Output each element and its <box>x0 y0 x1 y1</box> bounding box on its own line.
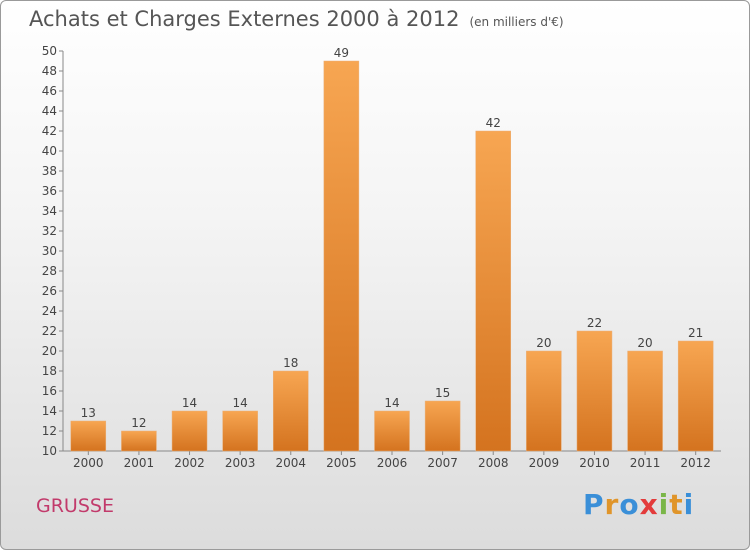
bar-value-label: 13 <box>81 406 96 420</box>
y-tick-label: 20 <box>42 344 57 358</box>
y-tick-label: 26 <box>42 284 57 298</box>
bar-value-label: 42 <box>486 116 501 130</box>
x-tick-label: 2001 <box>124 456 155 470</box>
y-tick-label: 28 <box>42 264 57 278</box>
title-text: Achats et Charges Externes 2000 à 2012 <box>29 7 460 31</box>
y-tick-label: 18 <box>42 364 57 378</box>
x-tick-label: 2006 <box>377 456 408 470</box>
bar-value-label: 14 <box>233 396 248 410</box>
y-tick-label: 44 <box>42 104 57 118</box>
bar <box>323 60 360 452</box>
x-tick-label: 2009 <box>529 456 560 470</box>
x-tick-label: 2008 <box>478 456 509 470</box>
bar-value-label: 14 <box>384 396 399 410</box>
y-tick-label: 14 <box>42 404 57 418</box>
y-tick-label: 32 <box>42 224 57 238</box>
bar <box>576 330 613 452</box>
bar-value-label: 12 <box>131 416 146 430</box>
x-tick-label: 2010 <box>579 456 610 470</box>
y-tick-label: 42 <box>42 124 57 138</box>
bar-value-label: 20 <box>536 336 551 350</box>
bar-value-label: 21 <box>688 326 703 340</box>
bar <box>424 400 461 452</box>
bar-value-label: 15 <box>435 386 450 400</box>
y-tick-label: 10 <box>42 444 57 458</box>
chart-title: Achats et Charges Externes 2000 à 2012 (e… <box>29 7 564 31</box>
bar <box>70 420 107 452</box>
bar-value-label: 18 <box>283 356 298 370</box>
y-tick-label: 50 <box>42 44 57 58</box>
bar-value-label: 49 <box>334 46 349 60</box>
bar <box>171 410 208 452</box>
y-tick-label: 36 <box>42 184 57 198</box>
x-tick-label: 2005 <box>326 456 357 470</box>
bar <box>273 370 309 452</box>
y-tick-label: 16 <box>42 384 57 398</box>
x-tick-label: 2011 <box>630 456 661 470</box>
bar-value-label: 22 <box>587 316 602 330</box>
proxiti-logo: Proxiti <box>583 488 695 521</box>
x-tick-label: 2003 <box>225 456 256 470</box>
bar <box>121 430 157 452</box>
x-tick-label: 2007 <box>427 456 458 470</box>
bar <box>627 350 663 452</box>
bar <box>475 130 511 452</box>
y-tick-label: 38 <box>42 164 57 178</box>
y-tick-label: 46 <box>42 84 57 98</box>
unit-label: (en milliers d'€) <box>469 15 564 29</box>
bar <box>374 410 410 452</box>
x-tick-label: 2000 <box>73 456 104 470</box>
commune-name: GRUSSE <box>36 495 114 517</box>
bar <box>222 410 258 452</box>
x-tick-label: 2002 <box>174 456 205 470</box>
bar <box>526 350 562 452</box>
x-tick-label: 2004 <box>275 456 306 470</box>
bar-value-label: 14 <box>182 396 197 410</box>
bar-value-label: 20 <box>637 336 652 350</box>
y-tick-label: 12 <box>42 424 57 438</box>
y-tick-label: 24 <box>42 304 57 318</box>
x-tick-label: 2012 <box>680 456 711 470</box>
y-tick-label: 48 <box>42 64 57 78</box>
y-tick-label: 30 <box>42 244 57 258</box>
bar <box>677 340 714 452</box>
y-tick-label: 34 <box>42 204 57 218</box>
y-tick-label: 22 <box>42 324 57 338</box>
y-tick-label: 40 <box>42 144 57 158</box>
